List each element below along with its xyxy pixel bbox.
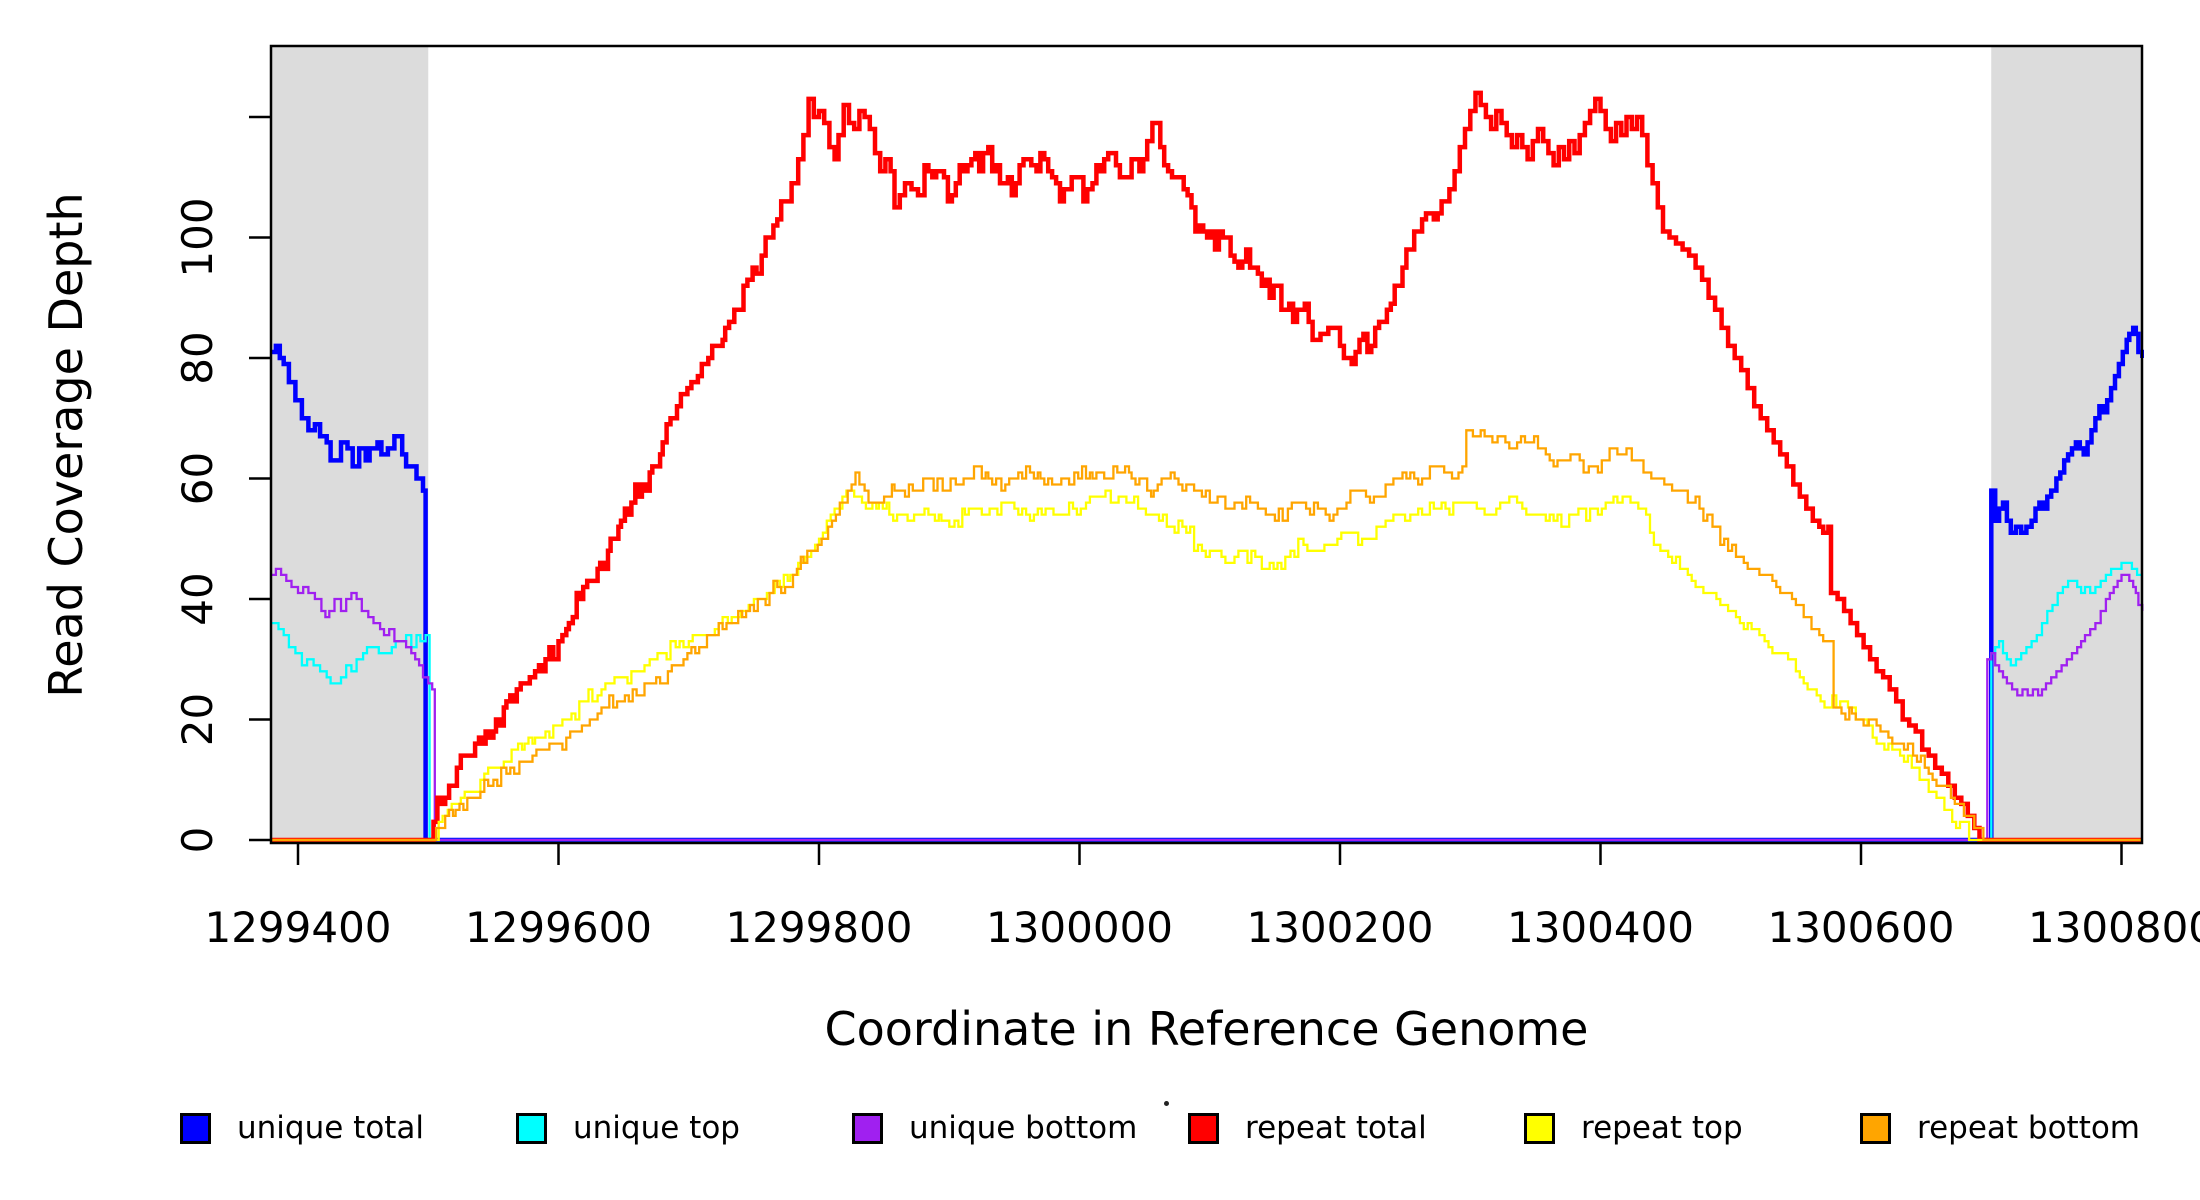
svg-text:1300600: 1300600: [1767, 903, 1954, 952]
repeat-bottom-swatch-icon: [1860, 1112, 1891, 1144]
legend-label: unique top: [573, 1110, 740, 1146]
svg-text:1299800: 1299800: [725, 903, 912, 952]
x-axis-title: Coordinate in Reference Genome: [824, 1002, 1589, 1056]
svg-text:1300800: 1300800: [2028, 903, 2200, 952]
svg-text:1299400: 1299400: [204, 903, 391, 952]
legend-label: unique total: [237, 1110, 425, 1146]
legend-item-unique-bottom: unique bottom: [852, 1110, 1188, 1146]
unique-total-swatch-icon: [180, 1112, 211, 1144]
svg-text:1300400: 1300400: [1507, 903, 1694, 952]
repeat-total-swatch-icon: [1188, 1112, 1219, 1144]
svg-text:20: 20: [173, 693, 222, 746]
svg-text:1300200: 1300200: [1246, 903, 1433, 952]
repeat-top-swatch-icon: [1524, 1112, 1555, 1144]
stray-mark: [1164, 1101, 1169, 1106]
svg-text:0: 0: [173, 827, 222, 854]
legend-label: repeat bottom: [1917, 1110, 2141, 1146]
unique-bottom-swatch-icon: [852, 1112, 883, 1144]
svg-text:80: 80: [173, 331, 222, 384]
legend-item-repeat-bottom: repeat bottom: [1860, 1110, 2196, 1146]
legend-label: repeat top: [1581, 1110, 1743, 1146]
svg-text:1300000: 1300000: [986, 903, 1173, 952]
y-axis-title: Read Coverage Depth: [39, 192, 93, 698]
svg-text:40: 40: [173, 572, 222, 625]
svg-text:100: 100: [173, 197, 222, 277]
legend-label: unique bottom: [909, 1110, 1138, 1146]
legend: unique total unique top unique bottom re…: [180, 1100, 2200, 1156]
legend-item-unique-total: unique total: [180, 1110, 516, 1146]
svg-text:60: 60: [173, 452, 222, 505]
svg-text:1299600: 1299600: [465, 903, 652, 952]
legend-item-repeat-total: repeat total: [1188, 1110, 1524, 1146]
legend-item-unique-top: unique top: [516, 1110, 852, 1146]
legend-label: repeat total: [1245, 1110, 1427, 1146]
legend-item-repeat-top: repeat top: [1524, 1110, 1860, 1146]
unique-top-swatch-icon: [516, 1112, 547, 1144]
